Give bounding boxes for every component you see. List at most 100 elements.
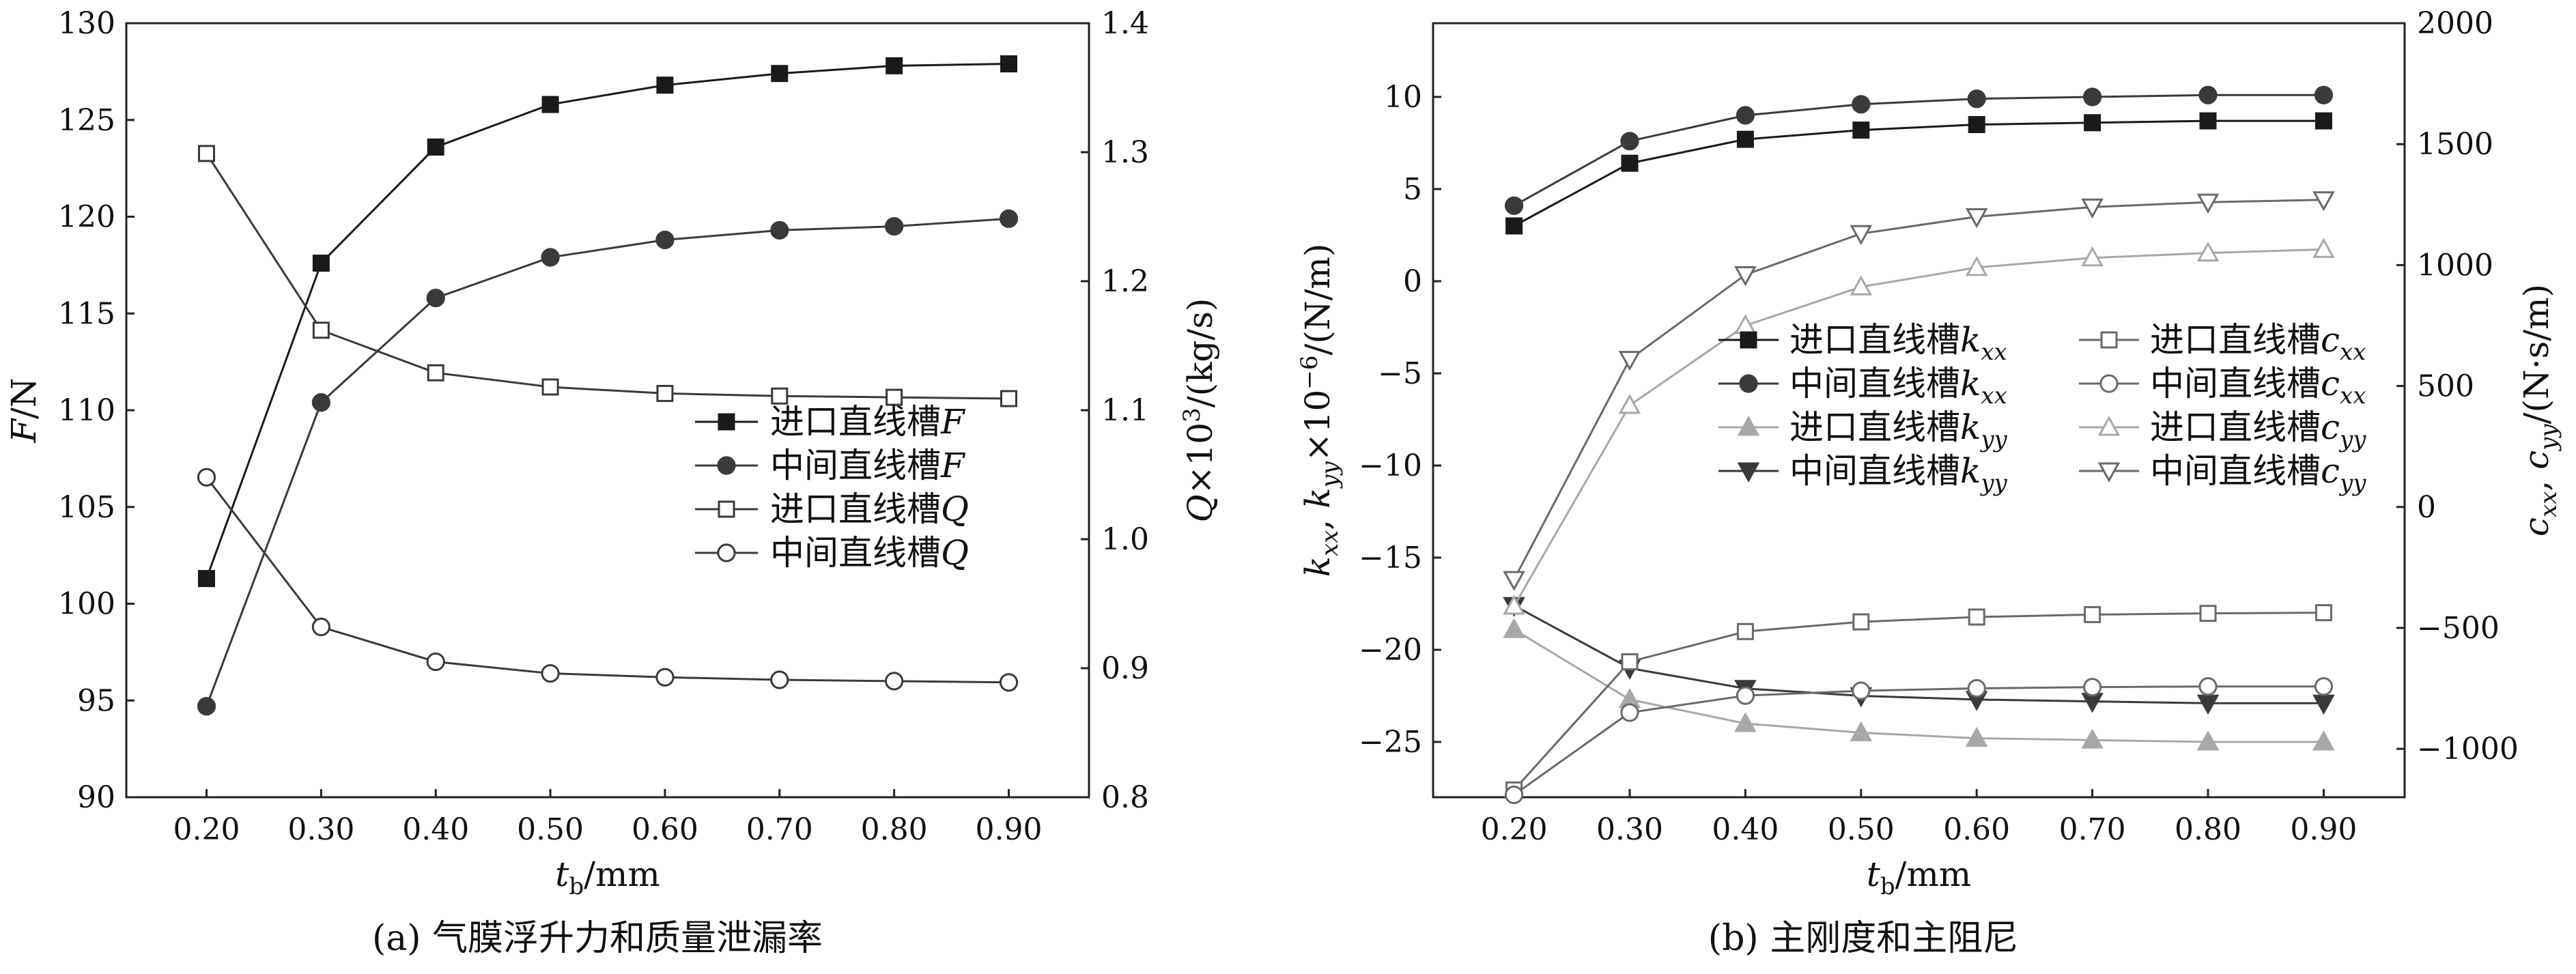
chart-b-y-right-tick-label: −500 — [2417, 611, 2500, 646]
chart-b-data-point — [1852, 95, 1871, 114]
chart-b-series-2 — [1504, 85, 2334, 215]
chart-b-plot-frame — [1432, 22, 2406, 799]
chart-a-y-left-tick-label: 120 — [58, 200, 115, 235]
chart-b-legend-marker — [2097, 462, 2121, 483]
chart-a-x-axis-label: tb/mm — [555, 855, 660, 900]
chart-b-data-point — [1850, 721, 1873, 741]
chart-a-y-left-label: F/N — [4, 377, 44, 443]
chart-b-data-point — [1965, 208, 1988, 229]
chart-b-data-point — [2198, 677, 2218, 696]
chart-a-x-tick-label: 0.60 — [632, 812, 698, 847]
chart-b-y-left-tick-label: −5 — [1378, 356, 1422, 391]
chart-b-data-point — [1736, 106, 1755, 125]
chart-b-y-right-tick-label: 0 — [2417, 490, 2436, 525]
chart-a-legend-item: 进口直线槽Q — [695, 489, 969, 529]
chart-a-data-point — [771, 65, 789, 83]
chart-b-data-point — [2083, 678, 2102, 697]
chart-b-series-line — [1513, 94, 2324, 207]
chart-b-series-line — [1513, 685, 2324, 796]
chart-a-data-point — [999, 673, 1019, 692]
chart-a-data-point — [426, 652, 445, 672]
chart-b-data-point — [1618, 351, 1641, 371]
chart-a-caption: (a) 气膜浮升力和质量泄漏率 — [371, 918, 823, 959]
chart-b-data-point — [2198, 85, 2218, 104]
chart-b-legend-label: 中间直线槽cyy — [2150, 451, 2366, 497]
chart-b-data-point — [2196, 241, 2220, 262]
chart-b-legend-label: 进口直线槽cyy — [2150, 407, 2366, 453]
chart-a-data-point — [426, 288, 445, 308]
chart-b-legend-marker — [2100, 331, 2118, 349]
chart-b-data-point — [1967, 89, 1986, 109]
chart-a-data-point — [885, 217, 904, 236]
chart-b-legend-item: 进口直线槽cyy — [2079, 407, 2366, 453]
chart-b-series-7 — [1503, 238, 2335, 615]
chart-a-legend-marker — [717, 456, 736, 475]
chart-b-data-point — [2083, 87, 2102, 106]
chart-a-y-right-tick-label: 0.8 — [1101, 780, 1149, 815]
chart-b-data-point — [1734, 314, 1757, 334]
chart-b-data-point — [2084, 114, 2101, 132]
chart-a-y-left-tick-label: 115 — [58, 296, 115, 331]
chart-b-series-5 — [1505, 604, 2332, 799]
chart-b-x-tick-label: 0.30 — [1596, 812, 1663, 847]
chart-b-data-point — [1503, 595, 1525, 615]
chart-b-series-line — [1513, 119, 2324, 227]
chart-b-data-point — [1503, 618, 1525, 638]
chart-b-data-point — [2084, 605, 2101, 623]
chart-a-legend-marker — [718, 413, 735, 431]
chart-b-data-point — [1965, 726, 1988, 747]
chart-a-data-point — [541, 378, 559, 396]
chart-b-data-point — [1734, 266, 1757, 287]
chart-a-y-right-tick-label: 1.4 — [1101, 6, 1149, 41]
chart-b-data-point — [2081, 198, 2104, 219]
chart-b-data-point — [1850, 275, 1873, 296]
chart-b-data-point — [1504, 196, 1524, 215]
chart-b-data-point — [1967, 678, 1986, 698]
chart-b-data-point — [1621, 154, 1639, 172]
chart-b-x-tick-label: 0.90 — [2290, 812, 2357, 847]
chart-a-data-point — [198, 145, 215, 162]
chart-b-y-right-label: cxx, cyy/(N·s/m) — [2517, 284, 2562, 536]
chart-a-data-point — [427, 138, 444, 156]
chart-b-data-point — [1968, 116, 1985, 133]
chart-b-x-tick-label: 0.20 — [1481, 812, 1548, 847]
chart-b-data-point — [2314, 85, 2334, 104]
chart-a-data-point — [770, 220, 789, 240]
chart-a-y-right-label: Q×103/(kg/s) — [1178, 298, 1220, 523]
chart-b-y-right-tick-label: 1500 — [2417, 127, 2493, 162]
chart-b-data-point — [1505, 217, 1523, 235]
chart-a-x-tick-label: 0.90 — [976, 812, 1043, 847]
chart-b-data-point — [1621, 653, 1639, 671]
chart-a-x-tick-label: 0.30 — [287, 812, 354, 847]
chart-a-data-point — [656, 76, 674, 94]
chart-b-y-left-tick-label: 5 — [1403, 172, 1422, 207]
chart-b-legend-label: 中间直线槽kyy — [1789, 451, 2008, 497]
chart-a-series-4 — [197, 468, 1019, 692]
chart-a-data-point — [771, 387, 789, 405]
chart-a-series-line — [206, 476, 1009, 684]
chart-b-data-point — [2312, 694, 2335, 715]
chart-b-data-point — [1620, 703, 1639, 722]
chart-a-series-1 — [198, 55, 1017, 588]
chart-a-legend-label: 进口直线槽Q — [770, 489, 969, 529]
chart-b-series-8 — [1503, 191, 2335, 591]
chart-b-y-left-label: kxx, kyy×10−6/(N/m) — [1296, 244, 1344, 577]
chart-b-data-point — [1965, 256, 1988, 276]
chart-a-data-point — [198, 570, 215, 588]
chart-a-data-point — [999, 209, 1019, 228]
chart-a-legend-label: 中间直线槽Q — [770, 533, 969, 573]
chart-b-y-left-tick-label: −10 — [1359, 448, 1422, 483]
chart-b-data-point — [2199, 605, 2217, 622]
chart-b-y-left-tick-label: −15 — [1359, 541, 1422, 575]
chart-a-legend-marker — [718, 500, 735, 518]
chart-b-series-3 — [1503, 618, 2335, 751]
chart-b-data-point — [1852, 613, 1870, 631]
chart-a-data-point — [311, 393, 330, 412]
chart-a-y-left-tick-label: 110 — [58, 393, 115, 428]
chart-a-legend-label: 进口直线槽F — [770, 402, 966, 442]
chart-a-y-right-tick-label: 1.3 — [1101, 135, 1149, 170]
chart-b-legend-item: 中间直线槽kyy — [1718, 451, 2008, 497]
chart-a-data-point — [886, 388, 903, 406]
chart-b-legend-marker — [2097, 416, 2121, 436]
